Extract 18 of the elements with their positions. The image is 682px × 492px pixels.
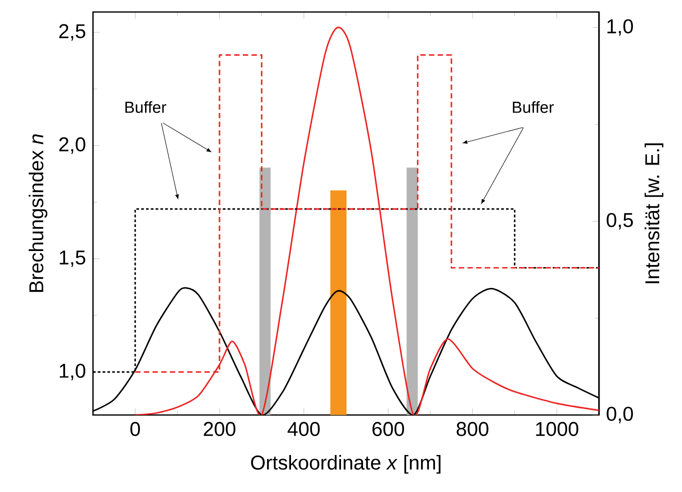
x-tick-label: 1000	[536, 422, 578, 436]
x-tick-label: 600	[372, 422, 404, 436]
y2-tick-label: 0,5	[606, 212, 633, 230]
x-tick-label: 800	[456, 422, 488, 436]
y2-tick-label: 0,0	[606, 406, 633, 424]
y2-tick-label: 1,0	[607, 19, 633, 36]
annotation: Buffer	[125, 101, 166, 113]
y2-axis-title: Intensität [w. E.]	[644, 143, 664, 284]
y-axis-title: Brechungsindex n	[28, 134, 48, 292]
annotation: Buffer	[512, 101, 554, 113]
y-tick-label: 1,5	[60, 250, 86, 267]
x-axis-title: Ortskoordinate x [nm]	[251, 455, 440, 474]
x-tick-label: 200	[204, 422, 236, 436]
x-tick-label: 0	[130, 422, 140, 436]
y-tick-label: 2,0	[59, 137, 86, 154]
y-tick-label: 1,0	[60, 364, 86, 380]
y-tick-label: 2,5	[59, 24, 86, 41]
x-tick-label: 400	[288, 422, 320, 436]
